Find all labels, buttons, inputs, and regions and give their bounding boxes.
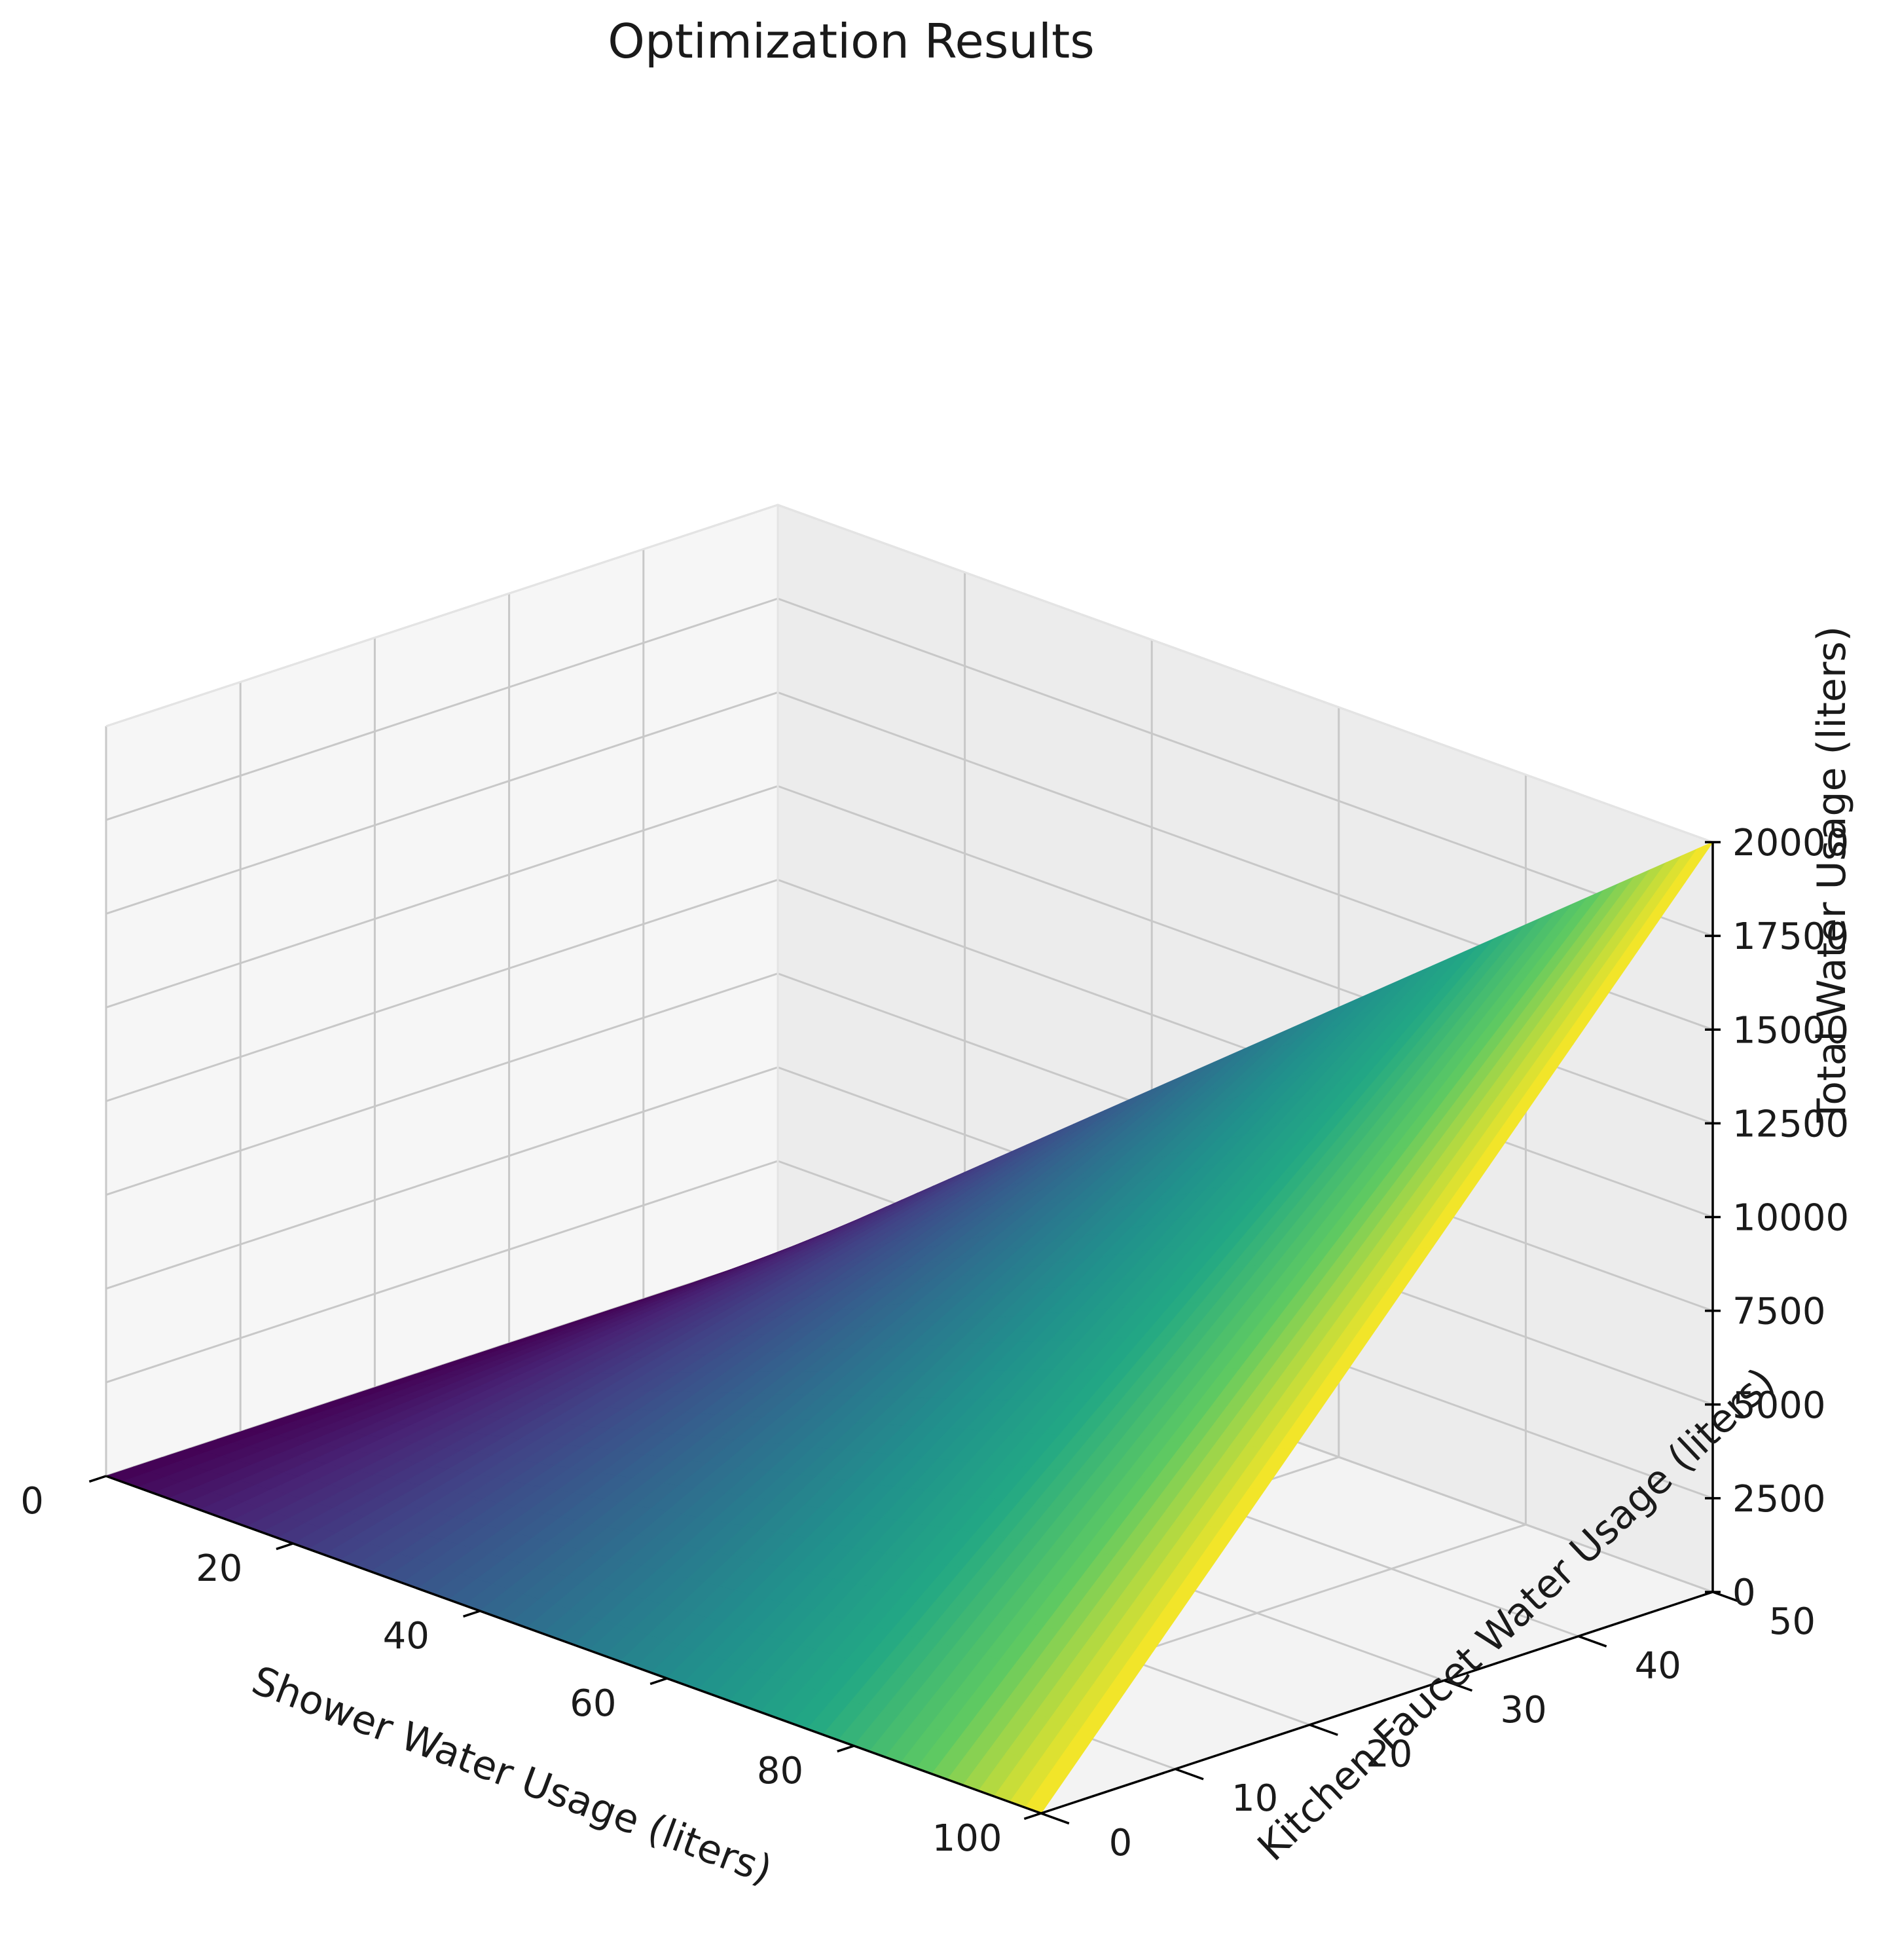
z-tick-label: 0	[1732, 1572, 1756, 1614]
x-tick-mark	[649, 1677, 668, 1686]
x-tick-mark	[276, 1542, 294, 1551]
y-tick-label: 50	[1769, 1600, 1816, 1643]
tick-marks	[88, 841, 1742, 1825]
x-tick-mark	[1023, 1812, 1042, 1821]
z-tick-label: 2500	[1732, 1478, 1826, 1521]
y-tick-label: 0	[1109, 1822, 1133, 1864]
z-axis-label: Total Water Usage (liters)	[1809, 626, 1855, 1123]
x-tick-label: 0	[20, 1480, 44, 1523]
y-tick-label: 10	[1232, 1777, 1278, 1820]
y-tick-mark	[1444, 1679, 1473, 1692]
y-tick-mark	[1578, 1635, 1607, 1648]
surface-mesh	[105, 841, 1714, 1814]
z-tick-label: 5000	[1732, 1384, 1826, 1427]
y-tick-mark	[1712, 1591, 1742, 1604]
x-tick-label: 60	[570, 1682, 616, 1725]
z-tick-label: 7500	[1732, 1291, 1826, 1333]
y-tick-label: 40	[1635, 1644, 1681, 1687]
chart-title: Optimization Results	[608, 14, 1094, 69]
x-tick-mark	[88, 1475, 107, 1483]
y-tick-mark	[1309, 1724, 1338, 1736]
x-tick-mark	[463, 1610, 481, 1618]
x-tick-mark	[837, 1745, 854, 1753]
x-tick-label: 100	[932, 1817, 1002, 1860]
z-tick-label: 17500	[1732, 915, 1849, 958]
y-tick-mark	[1175, 1767, 1204, 1781]
y-tick-label: 20	[1366, 1733, 1412, 1776]
z-tick-label: 20000	[1732, 822, 1849, 864]
y-tick-label: 30	[1500, 1689, 1546, 1731]
z-tick-label: 10000	[1732, 1197, 1849, 1240]
x-tick-label: 80	[757, 1750, 803, 1792]
x-axis-line	[105, 1475, 1042, 1815]
z-tick-label: 15000	[1732, 1009, 1849, 1052]
x-axis-label: Shower Water Usage (liters)	[246, 1657, 778, 1893]
y-axis-line	[1040, 1591, 1713, 1815]
z-tick-label: 12500	[1732, 1103, 1849, 1145]
x-tick-label: 40	[383, 1615, 429, 1657]
y-tick-mark	[1040, 1812, 1070, 1825]
x-tick-label: 20	[196, 1547, 242, 1590]
